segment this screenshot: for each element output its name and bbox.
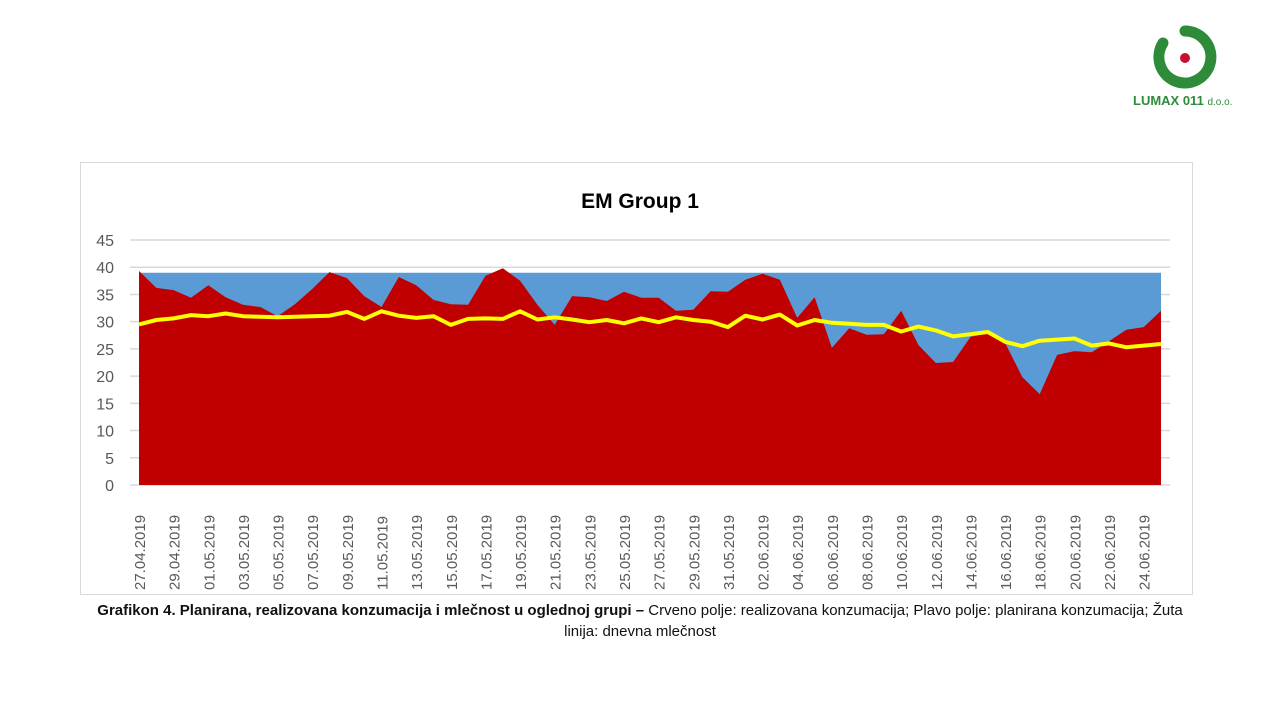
x-tick-label: 11.05.2019 bbox=[375, 516, 392, 590]
x-tick-label: 20.06.2019 bbox=[1067, 515, 1084, 590]
y-tick-label: 45 bbox=[96, 233, 114, 250]
x-tick-label: 14.06.2019 bbox=[963, 515, 980, 590]
x-tick-label: 01.05.2019 bbox=[201, 515, 218, 590]
x-tick-label: 16.06.2019 bbox=[998, 515, 1015, 590]
y-tick-label: 35 bbox=[96, 287, 114, 304]
x-tick-label: 22.06.2019 bbox=[1102, 515, 1119, 590]
realized-consumption-area bbox=[139, 268, 1161, 485]
x-tick-label: 07.05.2019 bbox=[305, 515, 322, 590]
lumax-logo bbox=[1153, 25, 1217, 89]
y-tick-label: 25 bbox=[96, 342, 114, 359]
logo-text: LUMAX 011 d.o.o. bbox=[1133, 93, 1233, 108]
x-tick-label: 04.06.2019 bbox=[790, 515, 807, 590]
figure-caption: Grafikon 4. Planirana, realizovana konzu… bbox=[97, 602, 1183, 640]
y-tick-label: 10 bbox=[96, 424, 114, 441]
x-tick-label: 05.05.2019 bbox=[271, 515, 288, 590]
x-tick-label: 09.05.2019 bbox=[340, 515, 357, 590]
x-tick-label: 24.06.2019 bbox=[1137, 515, 1154, 590]
x-tick-label: 27.04.2019 bbox=[132, 515, 149, 590]
y-tick-label: 15 bbox=[96, 396, 114, 413]
x-tick-label: 21.05.2019 bbox=[548, 515, 565, 590]
x-tick-label: 15.05.2019 bbox=[444, 515, 461, 590]
x-tick-label: 02.06.2019 bbox=[756, 515, 773, 590]
chart-title: EM Group 1 bbox=[581, 190, 699, 213]
x-tick-label: 12.06.2019 bbox=[929, 515, 946, 590]
daily-milk-yield-line bbox=[138, 309, 1162, 350]
x-tick-label: 17.05.2019 bbox=[478, 515, 495, 590]
y-tick-label: 0 bbox=[105, 478, 114, 495]
x-tick-label: 29.05.2019 bbox=[686, 515, 703, 590]
x-tick-label: 19.05.2019 bbox=[513, 515, 530, 590]
chart-frame bbox=[80, 162, 1193, 595]
x-tick-label: 27.05.2019 bbox=[652, 515, 669, 590]
x-tick-label: 03.05.2019 bbox=[236, 515, 253, 590]
x-tick-label: 08.06.2019 bbox=[860, 515, 877, 590]
x-tick-label: 31.05.2019 bbox=[721, 515, 738, 590]
x-tick-label: 25.05.2019 bbox=[617, 515, 634, 590]
x-tick-label: 06.06.2019 bbox=[825, 515, 842, 590]
y-tick-label: 5 bbox=[105, 451, 114, 468]
y-tick-label: 30 bbox=[96, 315, 114, 332]
x-tick-label: 10.06.2019 bbox=[894, 515, 911, 590]
x-tick-label: 23.05.2019 bbox=[582, 515, 599, 590]
x-tick-label: 13.05.2019 bbox=[409, 515, 426, 590]
x-tick-label: 18.06.2019 bbox=[1033, 515, 1050, 590]
y-tick-label: 20 bbox=[96, 369, 114, 386]
y-tick-label: 40 bbox=[96, 260, 114, 277]
x-tick-label: 29.04.2019 bbox=[167, 515, 184, 590]
